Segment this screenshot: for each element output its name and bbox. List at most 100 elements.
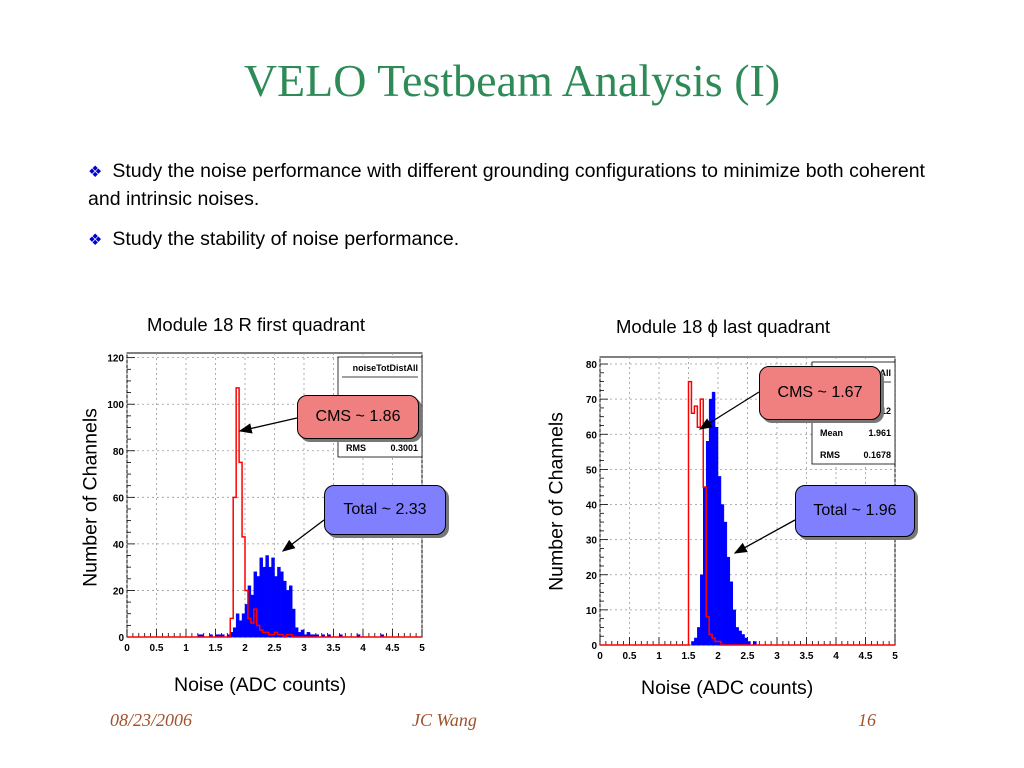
chart-1-title: Module 18 R first quadrant [147, 314, 366, 335]
callout-label: Total ~ 1.96 [813, 502, 897, 519]
histogram-bar-total [726, 556, 731, 646]
y-tick-label: 120 [107, 354, 124, 365]
bullet-text: Study the noise performance with differe… [88, 160, 925, 210]
x-tick-label: 0 [124, 643, 130, 654]
x-tick-label: 4 [833, 651, 839, 662]
histogram-bar-total [732, 609, 736, 646]
callout-arrow [733, 519, 796, 554]
histogram-bar-total [277, 566, 281, 638]
callout-total-chart-1: Total ~ 2.33 [324, 485, 446, 535]
histogram-bar-total [720, 504, 725, 646]
histogram-bar-total [717, 476, 722, 646]
callout-cms-chart-1: CMS ~ 1.86 [297, 395, 419, 439]
diamond-bullet-icon: ❖ [88, 164, 103, 181]
stats-box-value: 1.961 [868, 428, 891, 438]
y-tick-label: 0 [591, 641, 597, 652]
y-tick-label: 10 [586, 606, 598, 617]
footer-author: JC Wang [412, 710, 477, 730]
footer-date: 08/23/2006 [110, 710, 193, 730]
histogram-bar-total [744, 637, 748, 646]
x-tick-label: 2 [715, 651, 721, 662]
histogram-line-cms [600, 380, 895, 646]
histogram-bar-total [265, 555, 269, 638]
y-tick-label: 30 [586, 536, 598, 547]
x-tick-label: 4.5 [386, 643, 400, 654]
bullet-item: ❖ Study the noise performance with differ… [88, 158, 948, 213]
stats-box-key: Mean [820, 428, 843, 438]
callout-label: Total ~ 2.33 [343, 501, 427, 518]
y-tick-label: 100 [107, 400, 124, 411]
x-tick-label: 1 [656, 651, 662, 662]
stats-box-name: All [879, 368, 891, 378]
histogram-bar-total [735, 627, 739, 646]
y-tick-label: 20 [113, 586, 125, 597]
histogram-bar-total [286, 590, 290, 638]
histogram-bar-total [241, 613, 246, 638]
stats-box-value: 12 [881, 406, 891, 416]
histogram-bar-total [271, 557, 275, 638]
x-tick-label: 3 [774, 651, 780, 662]
x-tick-label: 1.5 [209, 643, 223, 654]
y-tick-label: 70 [586, 395, 598, 406]
chart-1-xlabel: Noise (ADC counts) [174, 674, 347, 696]
histogram-bar-total [300, 629, 305, 638]
y-tick-label: 60 [586, 430, 598, 441]
x-tick-label: 4 [360, 643, 366, 654]
histogram-bar-total [691, 641, 695, 646]
histogram-bar-total [235, 613, 240, 638]
x-tick-label: 5 [419, 643, 425, 654]
histogram-bar-total [697, 627, 701, 646]
diamond-bullet-icon: ❖ [88, 232, 103, 249]
histogram-bar-total [694, 637, 698, 646]
y-tick-label: 50 [586, 465, 598, 476]
y-tick-label: 80 [113, 447, 125, 458]
chart-2-title: Module 18 ϕ last quadrant [616, 316, 830, 337]
stats-box-value: 0.3001 [390, 443, 418, 453]
histogram-bar-total [711, 391, 716, 646]
histogram-bar-total [268, 566, 272, 638]
slide-title: VELO Testbeam Analysis (I) [243, 55, 781, 106]
callout-label: CMS ~ 1.67 [777, 384, 863, 401]
x-tick-label: 1 [183, 643, 189, 654]
x-tick-label: 2 [242, 643, 248, 654]
histogram-bar-total [741, 634, 745, 646]
x-tick-label: 3.5 [327, 643, 341, 654]
histogram-bar-total [294, 627, 299, 638]
callout-label: CMS ~ 1.86 [315, 408, 401, 425]
chart-2-xlabel: Noise (ADC counts) [641, 677, 814, 699]
stats-box-value: 0.1678 [863, 450, 891, 460]
histogram-bar-total [274, 576, 278, 638]
y-tick-label: 40 [113, 540, 125, 551]
histogram-bar-total [262, 566, 266, 638]
callout-total-chart-2: Total ~ 1.96 [795, 485, 915, 537]
histogram-bar-total [723, 521, 728, 646]
callout-arrow [698, 391, 760, 430]
x-tick-label: 2.5 [741, 651, 755, 662]
x-tick-label: 3.5 [800, 651, 814, 662]
histogram-bar-total [289, 585, 293, 638]
x-tick-label: 0.5 [150, 643, 164, 654]
histogram-bar-total [729, 581, 733, 646]
callout-cms-chart-2: CMS ~ 1.67 [759, 366, 881, 420]
histogram-bar-total [238, 620, 243, 638]
histogram-bar-total [700, 574, 704, 646]
y-tick-label: 40 [586, 501, 598, 512]
histogram-bar-total [714, 426, 719, 646]
x-tick-label: 5 [892, 651, 898, 662]
histogram-bar-total [283, 580, 287, 638]
histogram-bar-total [738, 630, 742, 646]
stats-box-name: noiseTotDistAll [353, 363, 418, 373]
stats-box-key: RMS [820, 450, 840, 460]
histogram-bar-total [708, 398, 713, 646]
histogram-bar-total [291, 608, 296, 638]
histogram-bar-total [232, 627, 237, 638]
x-tick-label: 0.5 [623, 651, 637, 662]
bullet-list: ❖ Study the noise performance with differ… [88, 158, 948, 267]
callout-arrow [238, 417, 298, 434]
y-tick-label: 80 [586, 360, 598, 371]
x-tick-label: 3 [301, 643, 307, 654]
y-tick-label: 20 [586, 571, 598, 582]
y-tick-label: 0 [118, 633, 124, 644]
x-tick-label: 4.5 [859, 651, 873, 662]
callout-arrow [281, 519, 325, 552]
